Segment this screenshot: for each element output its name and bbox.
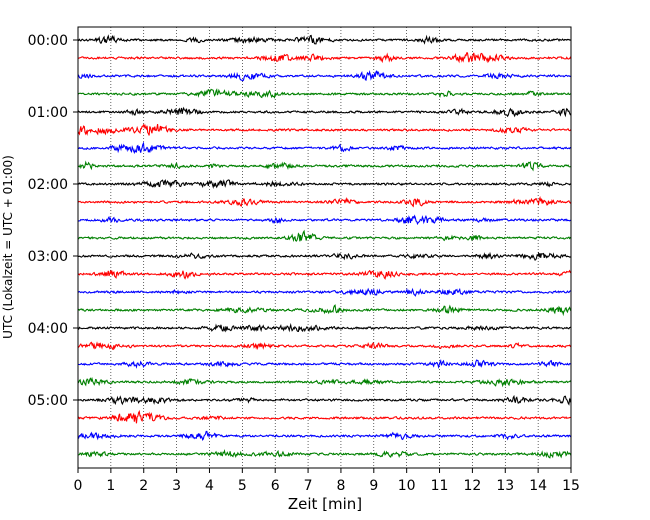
seismic-traces — [77, 34, 572, 459]
x-tick-label: 15 — [562, 478, 580, 494]
y-tick-label: 00:00 — [28, 33, 68, 49]
trace-line — [77, 141, 571, 155]
x-tick-label: 14 — [529, 478, 547, 494]
trace-line — [77, 251, 572, 261]
x-tick-label: 6 — [271, 478, 280, 494]
trace-line — [77, 88, 572, 99]
x-tick-label: 0 — [74, 478, 83, 494]
trace-line — [77, 409, 572, 424]
plot-frame — [77, 26, 572, 469]
trace-line — [77, 179, 572, 189]
trace-line — [77, 322, 572, 333]
x-tick-label: 8 — [336, 478, 345, 494]
trace-line — [77, 214, 572, 226]
x-tick-label: 12 — [463, 478, 481, 494]
y-tick-label: 01:00 — [28, 105, 68, 121]
trace-line — [77, 229, 572, 243]
x-tick-label: 5 — [238, 478, 247, 494]
trace-line — [77, 449, 572, 459]
trace-line — [77, 376, 572, 388]
trace-line — [77, 269, 572, 280]
x-axis-label: Zeit [min] — [288, 495, 362, 513]
trace-line — [77, 430, 572, 441]
x-tick-label: 13 — [496, 478, 514, 494]
trace-line — [77, 123, 572, 136]
trace-line — [77, 358, 572, 370]
trace-line — [77, 341, 572, 351]
trace-line — [77, 106, 572, 118]
y-axis-label: UTC (Lokalzeit = UTC + 01:00) — [1, 155, 15, 339]
x-axis-ticks: 0 1 2 3 4 5 6 7 8 9 10 11 12 13 14 15 — [74, 468, 580, 494]
plot-area — [78, 27, 571, 468]
x-tick-label: 3 — [172, 478, 181, 494]
trace-line — [77, 196, 572, 208]
y-tick-label: 03:00 — [28, 249, 68, 265]
trace-line — [77, 34, 572, 45]
x-tick-label: 1 — [106, 478, 115, 494]
y-tick-label: 05:00 — [28, 393, 68, 409]
trace-line — [77, 394, 572, 406]
x-tick-label: 11 — [431, 478, 449, 494]
y-axis-ticks: 00:00 01:00 02:00 03:00 04:00 05:00 — [28, 33, 78, 409]
trace-line — [77, 287, 572, 297]
trace-line — [77, 304, 572, 317]
trace-line — [77, 52, 572, 64]
trace-line — [77, 69, 572, 82]
y-tick-label: 02:00 — [28, 177, 68, 193]
x-tick-label: 2 — [139, 478, 148, 494]
trace-line — [77, 160, 572, 172]
x-tick-label: 4 — [205, 478, 214, 494]
y-tick-label: 04:00 — [28, 321, 68, 337]
x-tick-label: 9 — [369, 478, 378, 494]
x-tick-label: 7 — [304, 478, 313, 494]
x-tick-label: 10 — [398, 478, 416, 494]
